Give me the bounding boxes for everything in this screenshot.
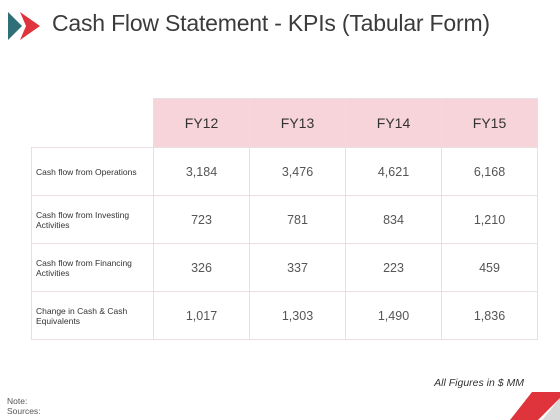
table-header-row: FY12 FY13 FY14 FY15	[32, 98, 538, 148]
page-title: Cash Flow Statement - KPIs (Tabular Form…	[52, 10, 490, 36]
table-cell: 723	[153, 195, 250, 244]
sources-label: Sources:	[7, 406, 41, 416]
footnote: Note: Sources:	[7, 396, 41, 416]
row-label: Change in Cash & Cash Equivalents	[31, 291, 154, 340]
title-bar	[6, 8, 44, 44]
row-label: Cash flow from Operations	[31, 147, 154, 196]
table-cell: 3,184	[153, 147, 250, 196]
table-cell: 1,017	[153, 291, 250, 340]
table-cell: 3,476	[249, 147, 346, 196]
table-row: Cash flow from Operations 3,184 3,476 4,…	[31, 147, 538, 196]
table-row: Cash flow from Financing Activities 326 …	[31, 243, 538, 292]
table-cell: 326	[153, 243, 250, 292]
column-header: FY14	[345, 98, 442, 148]
corner-accent-decoration	[510, 392, 560, 420]
kpi-table: FY12 FY13 FY14 FY15 Cash flow from Opera…	[31, 98, 538, 340]
table-cell: 781	[249, 195, 346, 244]
table-cell: 4,621	[345, 147, 442, 196]
table-cell: 337	[249, 243, 346, 292]
table-row: Change in Cash & Cash Equivalents 1,017 …	[31, 291, 538, 340]
row-label: Cash flow from Investing Activities	[31, 195, 154, 244]
table-row: Cash flow from Investing Activities 723 …	[31, 195, 538, 244]
note-label: Note:	[7, 396, 28, 406]
table-cell: 1,836	[441, 291, 538, 340]
column-header: FY15	[441, 98, 538, 148]
row-label: Cash flow from Financing Activities	[31, 243, 154, 292]
table-cell: 1,303	[249, 291, 346, 340]
table-cell: 223	[345, 243, 442, 292]
table-cell: 1,210	[441, 195, 538, 244]
table-corner-cell	[32, 99, 154, 148]
column-header: FY13	[249, 98, 346, 148]
column-header: FY12	[153, 98, 250, 148]
table-cell: 6,168	[441, 147, 538, 196]
table-cell: 459	[441, 243, 538, 292]
table-cell: 834	[345, 195, 442, 244]
chevron-right-icon	[8, 12, 40, 40]
table-cell: 1,490	[345, 291, 442, 340]
units-note: All Figures in $ MM	[434, 377, 524, 389]
